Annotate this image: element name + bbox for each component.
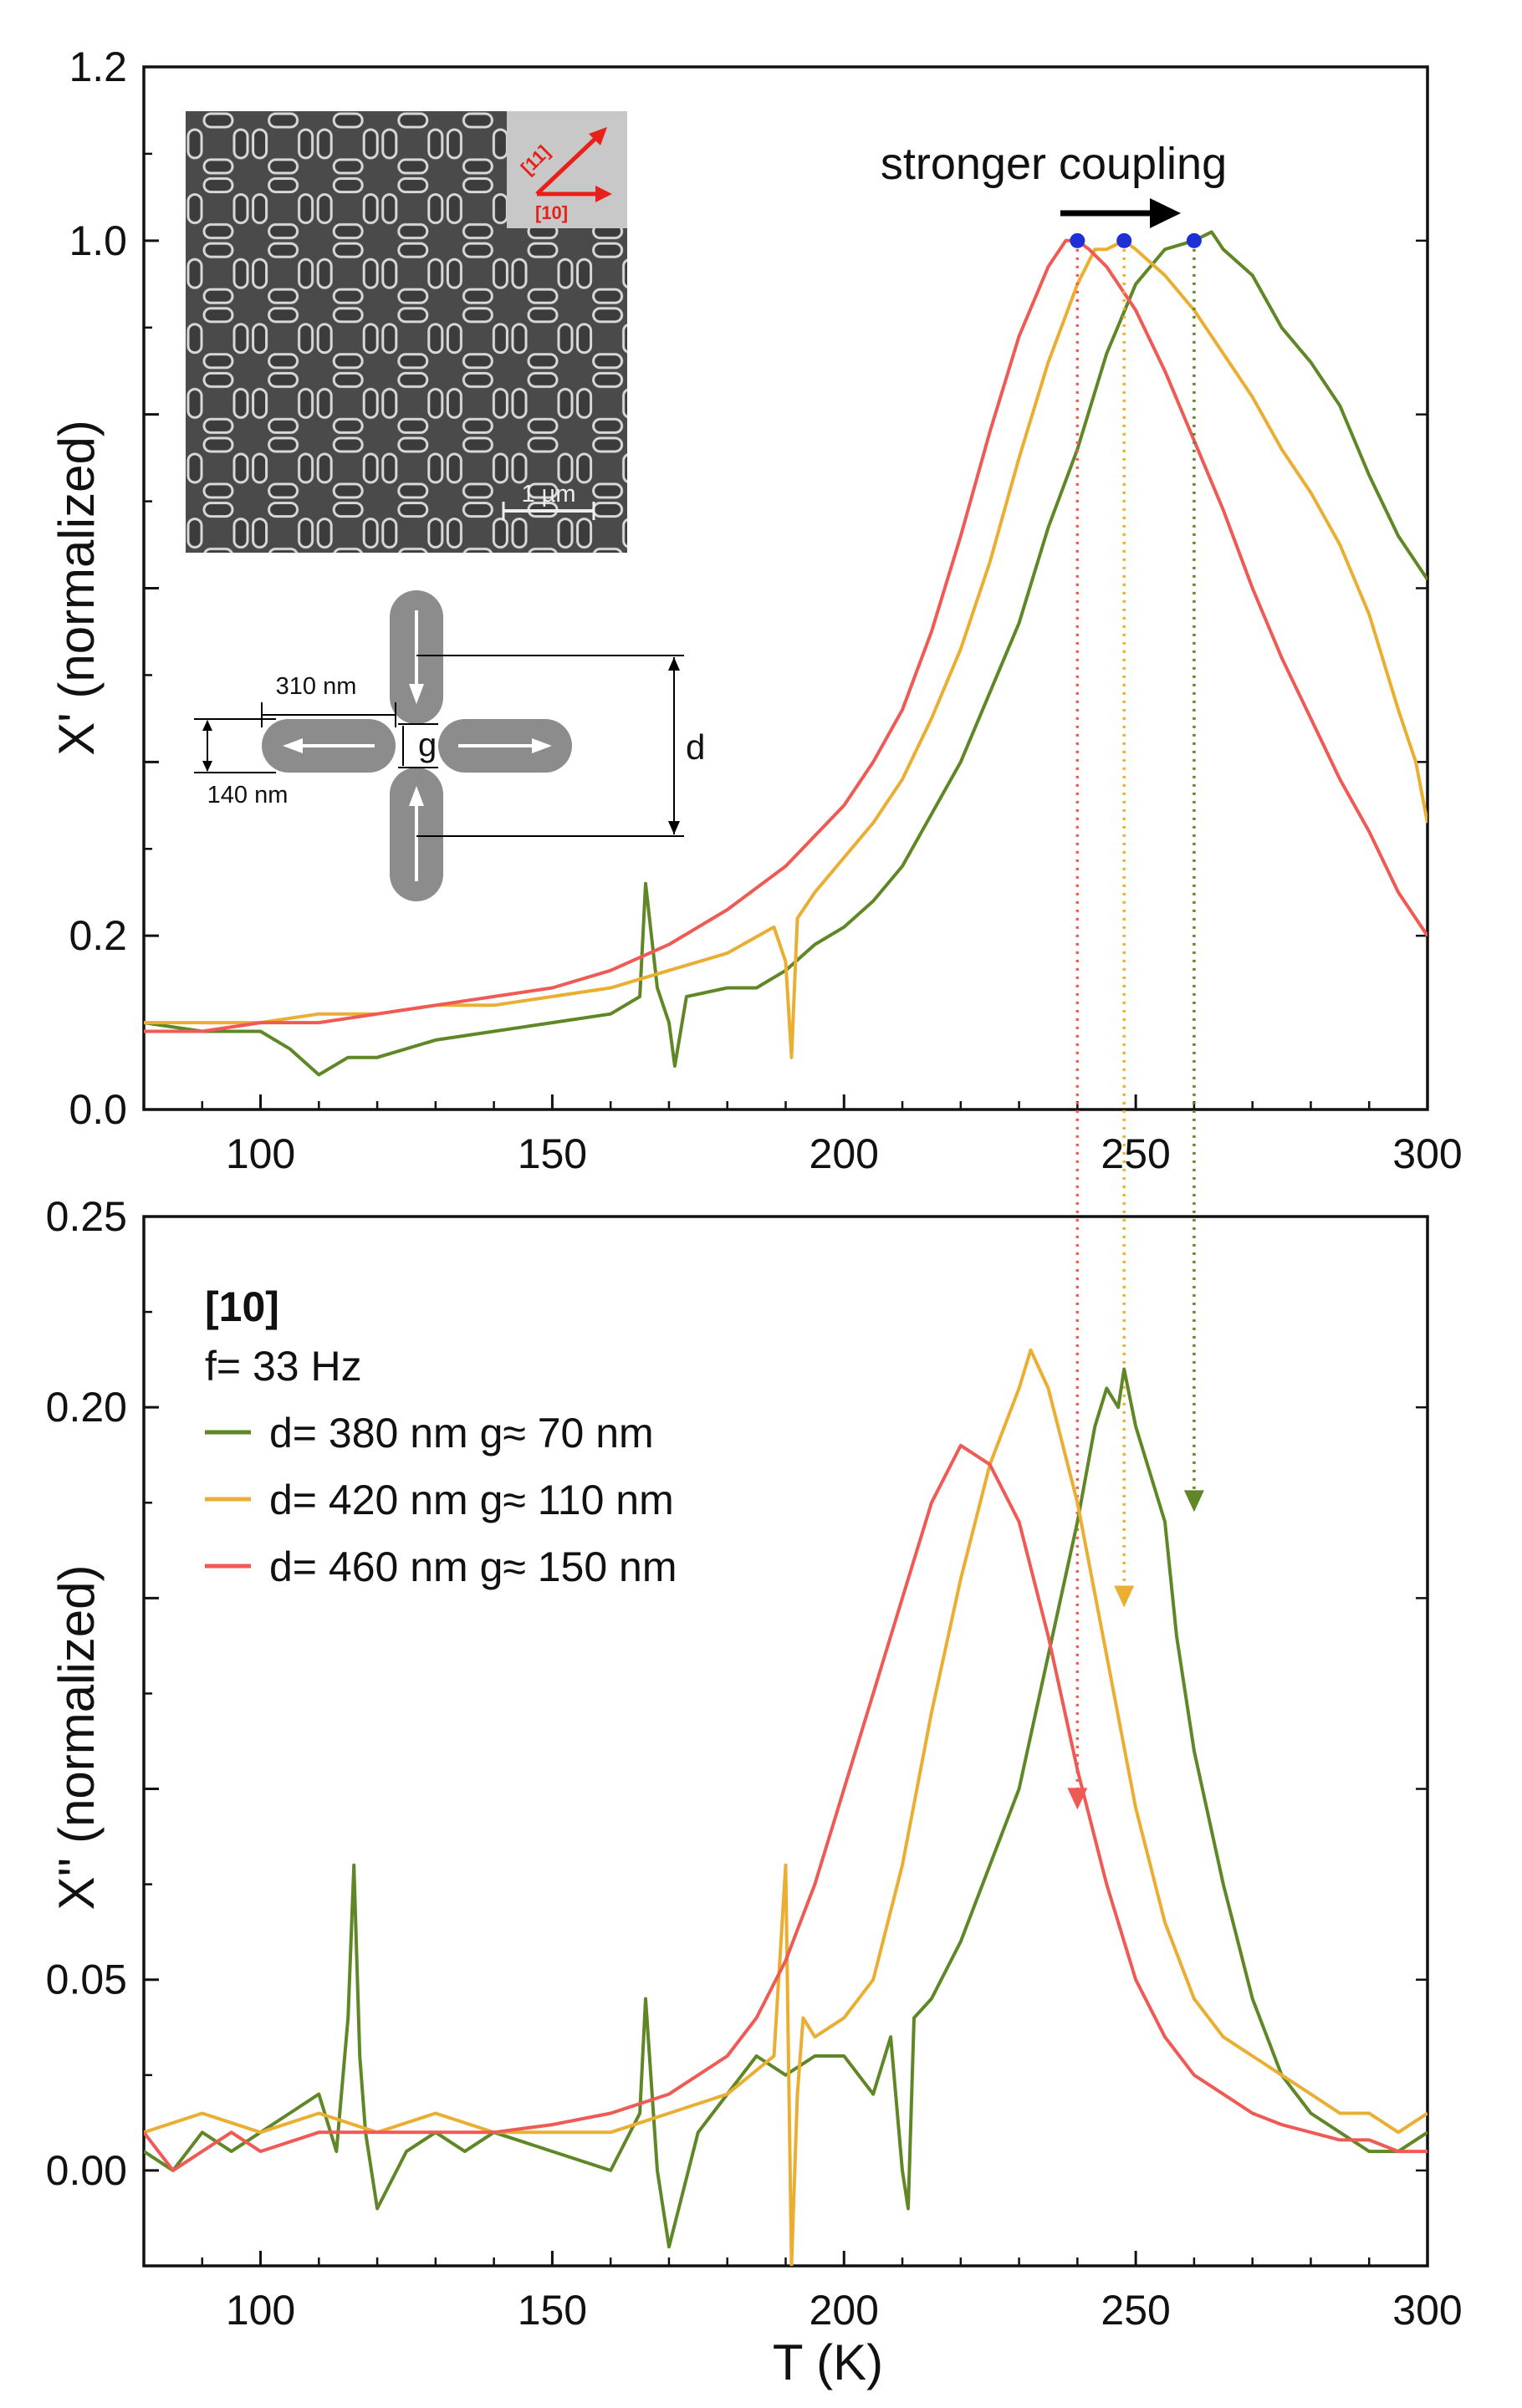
top-series <box>144 230 1428 1077</box>
peak-arrowhead-icon <box>1183 1490 1204 1513</box>
top-series-line-0 <box>144 230 1428 1077</box>
magnet-bottom-moment-arrowhead-icon <box>409 786 424 806</box>
peak-arrowhead-icon <box>1067 1788 1088 1810</box>
bottom-x-tick-label: 300 <box>1392 2287 1462 2334</box>
direction-11-arrow-icon <box>535 132 602 196</box>
bottom-x-tick-label: 150 <box>518 2287 587 2334</box>
top-panel: 100 150 200 250 300 0.0 0.2 1.0 1.2 X' (normaliz… <box>49 43 1463 1790</box>
top-x-tick-label: 200 <box>810 1130 879 1177</box>
scale-bar-label: 1 µm <box>521 481 575 508</box>
period-arrow-top-icon <box>668 657 680 671</box>
legend-title: [10] <box>205 1283 279 1330</box>
peak-marker <box>1116 232 1132 248</box>
legend: [10] f= 33 Hz d= 380 nm g≈ 70 nm d= 420 … <box>205 1283 677 1590</box>
stronger-coupling-label: stronger coupling <box>881 139 1227 189</box>
width-dim-label: 140 nm <box>207 782 289 809</box>
legend-label-yellow: d= 420 nm g≈ 110 nm <box>269 1477 674 1523</box>
bottom-y-tick-label: 0.00 <box>46 2147 127 2194</box>
peak-arrowhead-icon <box>1114 1585 1135 1608</box>
legend-label-red: d= 460 nm g≈ 150 nm <box>269 1543 677 1590</box>
bottom-x-tick-label: 250 <box>1101 2287 1170 2334</box>
peak-marker <box>1070 232 1085 248</box>
top-y-tick-label: 0.0 <box>69 1086 127 1133</box>
direction-key-box <box>507 111 627 228</box>
width-dim-arrow-bottom-icon <box>202 761 212 772</box>
bottom-series-line-0 <box>144 1367 1428 2249</box>
peak-marker <box>1186 232 1202 248</box>
top-y-axis-label: X' (normalized) <box>49 420 105 756</box>
top-x-tick-label: 100 <box>226 1130 295 1177</box>
top-x-tick-label: 300 <box>1392 1130 1462 1177</box>
period-label: d <box>686 727 705 767</box>
legend-label-green: d= 380 nm g≈ 70 nm <box>269 1410 654 1457</box>
magnet-left-moment-arrowhead-icon <box>283 738 303 753</box>
direction-11-arrowhead-icon <box>589 127 607 145</box>
bottom-ticks: 100 150 200 250 300 0.00 0.05 0.20 0.25 <box>46 1193 1463 2334</box>
top-x-tick-label: 150 <box>518 1130 587 1177</box>
top-y-tick-label: 1.0 <box>69 217 127 264</box>
top-x-tick-label: 250 <box>1101 1130 1170 1177</box>
bottom-y-tick-label: 0.20 <box>46 1384 127 1431</box>
bottom-series <box>144 1348 1428 2266</box>
top-peak-guides <box>1075 240 1196 1790</box>
bottom-y-tick-label: 0.05 <box>46 1956 127 2003</box>
top-series-line-1 <box>144 238 1428 1059</box>
coupling-arrow-head-icon <box>1150 198 1181 228</box>
top-y-tick-label: 1.2 <box>69 43 127 90</box>
legend-frequency: f= 33 Hz <box>205 1343 362 1390</box>
bottom-x-tick-label: 200 <box>810 2287 879 2334</box>
bottom-x-axis-label: T (K) <box>773 2334 883 2390</box>
length-dim-label: 310 nm <box>276 673 357 700</box>
bottom-x-tick-label: 100 <box>226 2287 295 2334</box>
magnet-top-moment-arrowhead-icon <box>409 684 424 704</box>
magnet-right-moment-arrowhead-icon <box>532 738 552 753</box>
top-y-tick-label: 0.2 <box>69 912 127 959</box>
sem-image-inset: [11] [10] 1 µm <box>186 111 627 553</box>
bottom-peak-arrows <box>1067 1490 1204 1810</box>
nanomagnet-schematic: 310 nm 140 nm g d <box>194 590 705 901</box>
bottom-y-axis-label: X'' (normalized) <box>49 1564 105 1910</box>
width-dim-arrow-top-icon <box>202 720 212 731</box>
top-peak-markers <box>1070 232 1202 248</box>
direction-10-label: [10] <box>535 202 568 223</box>
bottom-panel: 100 150 200 250 300 0.00 0.05 0.20 0.25 X'' (nor… <box>46 1193 1463 2390</box>
bottom-series-line-2 <box>144 1443 1428 2172</box>
period-arrow-bottom-icon <box>668 821 680 834</box>
bottom-y-tick-label: 0.25 <box>46 1193 127 1240</box>
top-ticks: 100 150 200 250 300 0.0 0.2 1.0 1.2 <box>69 43 1462 1177</box>
gap-label: g <box>418 727 437 763</box>
direction-10-arrowhead-icon <box>595 186 612 202</box>
bottom-series-line-1 <box>144 1348 1428 2266</box>
top-series-line-2 <box>144 238 1428 1033</box>
